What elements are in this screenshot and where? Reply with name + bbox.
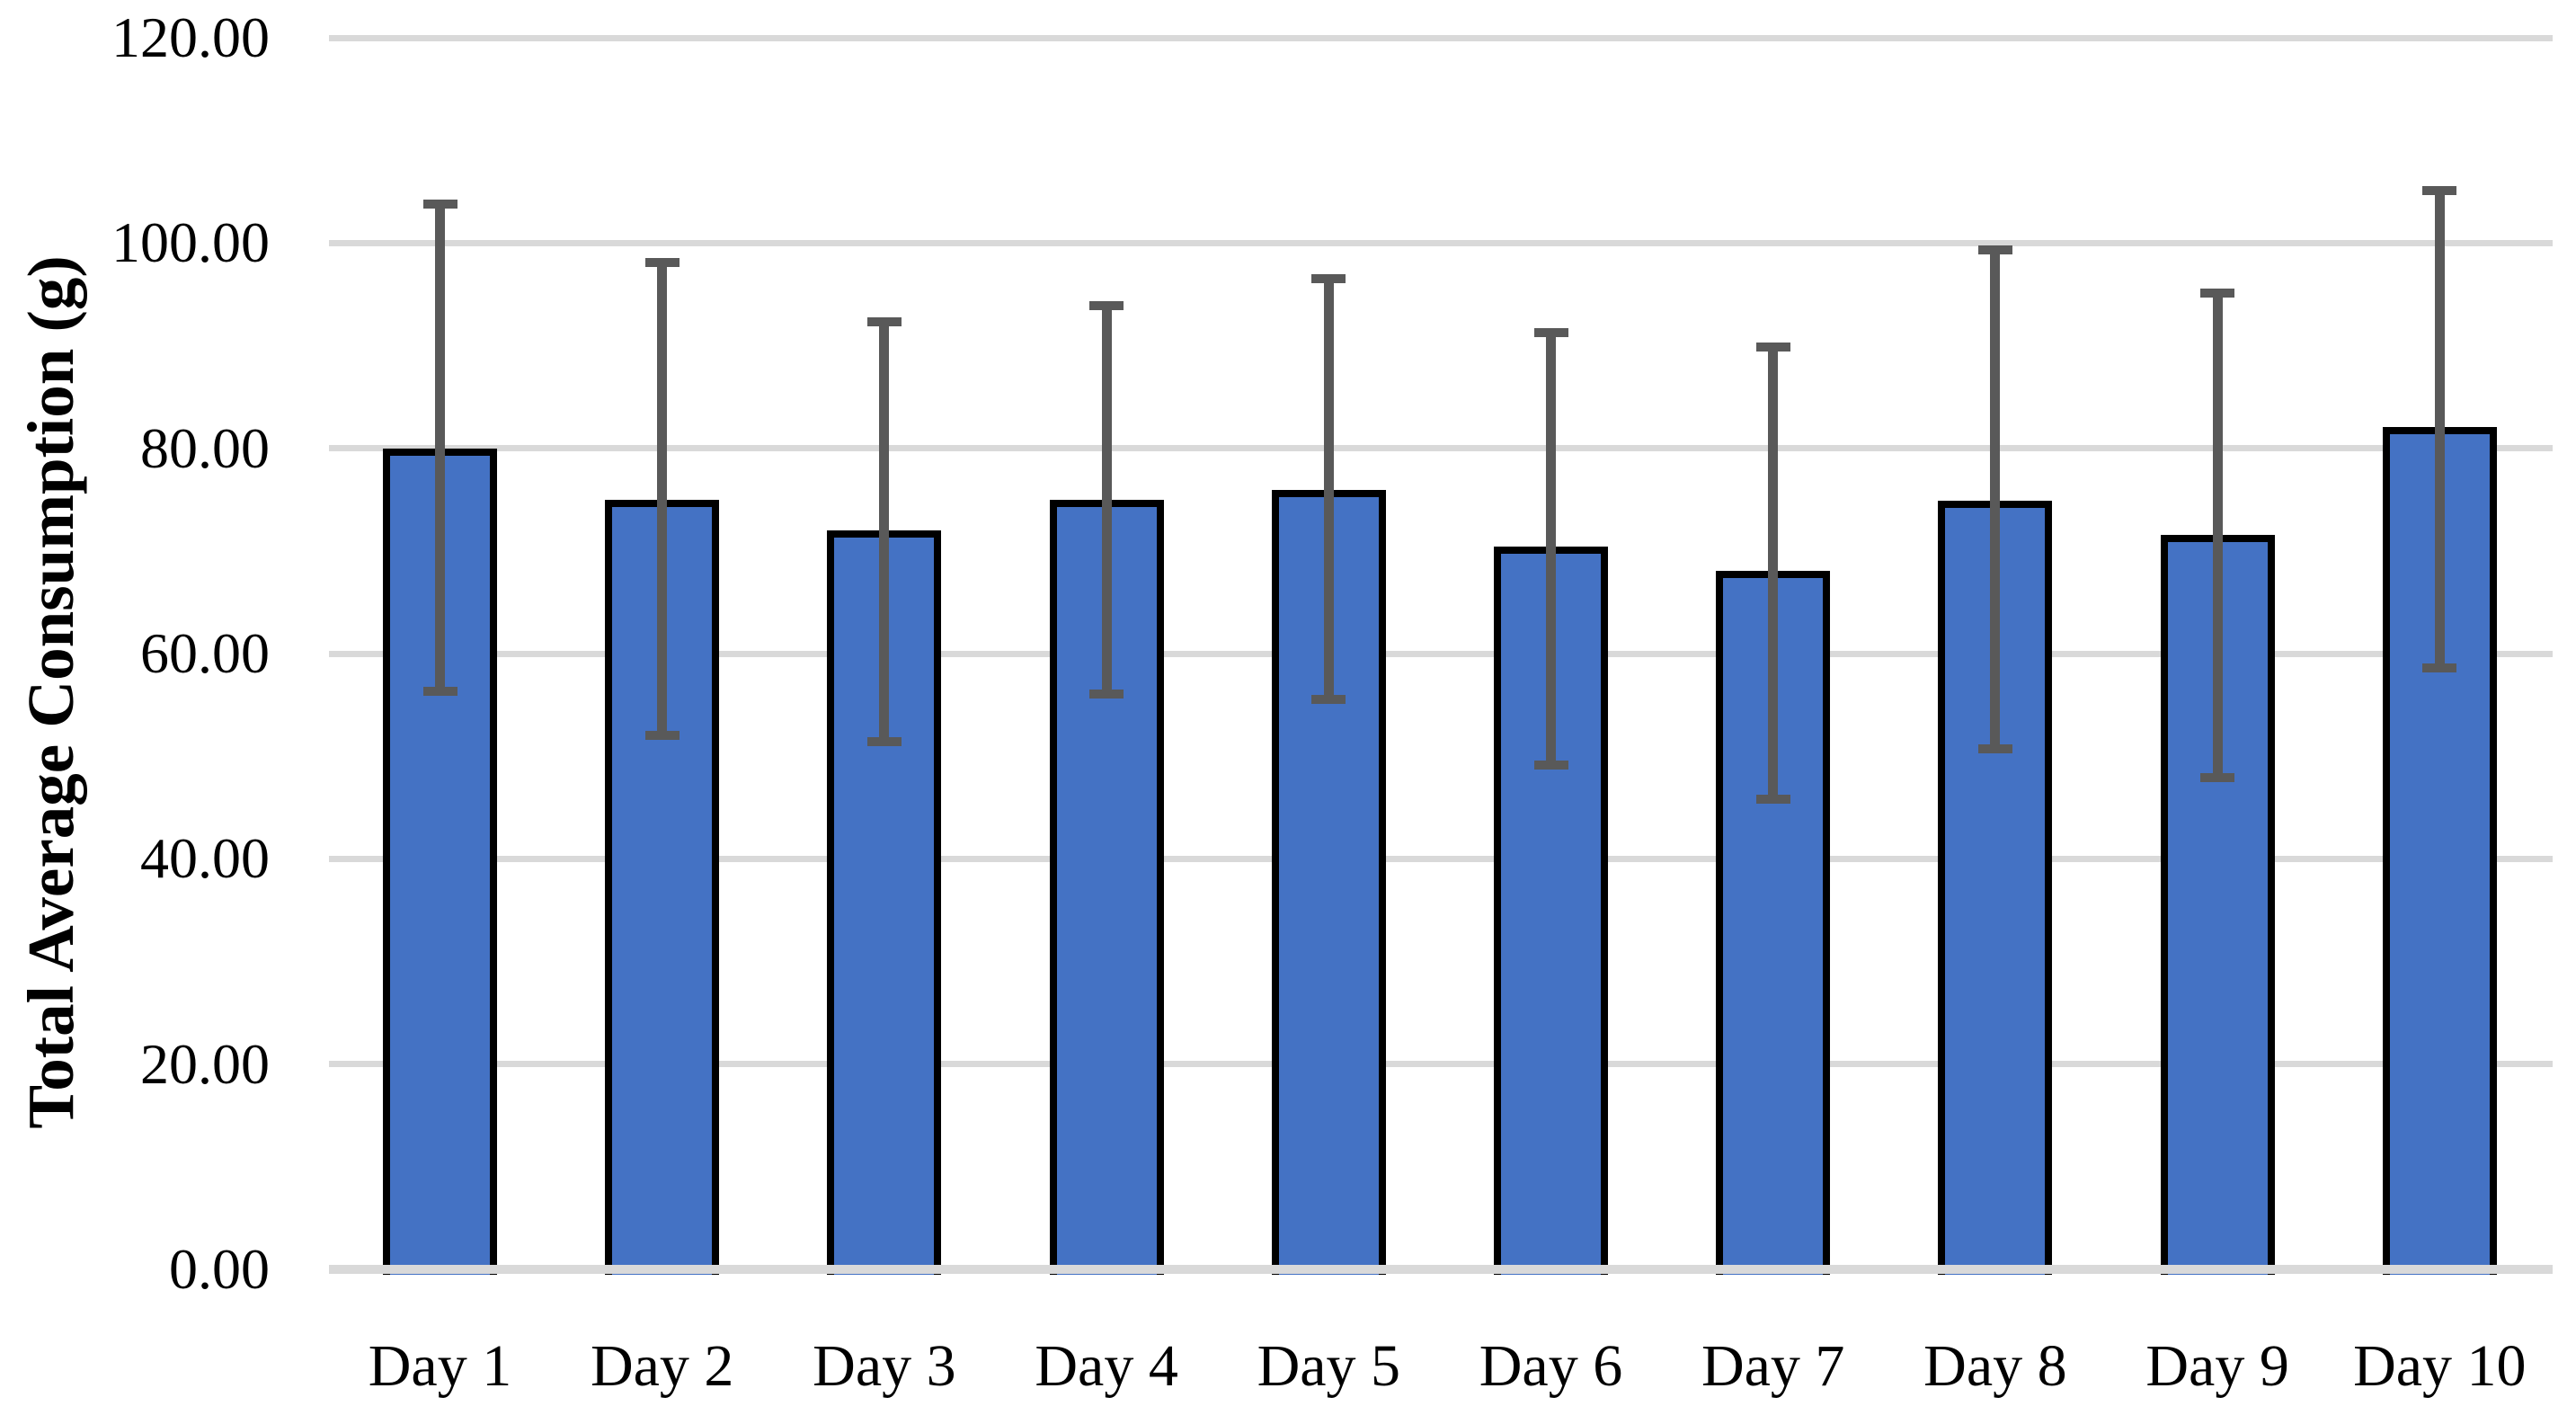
error-bar-top-cap <box>866 317 902 327</box>
error-bar-line <box>1101 305 1112 694</box>
y-tick-label: 60.00 <box>140 621 270 685</box>
y-tick-label: 120.00 <box>111 5 270 69</box>
gridline <box>329 34 2553 41</box>
error-bar-top-cap <box>1977 245 2012 255</box>
error-bar-bottom-cap <box>2200 773 2235 783</box>
error-bar-line <box>435 203 445 692</box>
bar <box>2160 534 2275 1275</box>
x-category-label: Day 9 <box>2145 1333 2289 1399</box>
error-bar-line <box>1323 279 1334 700</box>
bar <box>1938 500 2053 1275</box>
error-bar-top-cap <box>2422 186 2457 196</box>
error-bar-top-cap <box>1089 300 1124 310</box>
error-bar-top-cap <box>422 199 457 209</box>
x-category-label: Day 2 <box>590 1333 734 1399</box>
error-bar-top-cap <box>1533 327 1568 337</box>
y-tick-label: 80.00 <box>140 415 270 480</box>
gridline <box>329 1061 2553 1068</box>
x-category-label: Day 5 <box>1257 1333 1401 1399</box>
x-category-label: Day 4 <box>1035 1333 1178 1399</box>
error-bar-bottom-cap <box>644 731 680 741</box>
error-bar-bottom-cap <box>1311 695 1346 705</box>
error-bar-line <box>657 263 668 736</box>
y-tick-label: 20.00 <box>140 1031 270 1096</box>
bar <box>827 530 942 1275</box>
error-bar-bottom-cap <box>422 687 457 697</box>
error-bar-line <box>1990 250 2001 750</box>
x-category-label: Day 3 <box>813 1333 956 1399</box>
error-bar-line <box>1768 346 1779 800</box>
y-tick-label: 0.00 <box>169 1237 270 1301</box>
error-bar-bottom-cap <box>1977 744 2012 754</box>
error-bar-line <box>2212 293 2223 779</box>
gridline <box>329 239 2553 246</box>
gridline <box>329 650 2553 657</box>
error-bar-line <box>879 322 890 743</box>
error-bar-line <box>1546 332 1556 766</box>
y-axis-title: Total Average Consumption (g) <box>14 255 87 1129</box>
x-category-label: Day 7 <box>1701 1333 1845 1399</box>
y-tick-label: 100.00 <box>111 210 270 275</box>
error-bar-top-cap <box>1311 274 1346 284</box>
error-bar-line <box>2434 191 2445 668</box>
error-bar-bottom-cap <box>1533 761 1568 770</box>
error-bar-top-cap <box>1755 342 1790 352</box>
y-tick-label: 40.00 <box>140 826 270 891</box>
x-category-label: Day 6 <box>1479 1333 1623 1399</box>
x-category-label: Day 1 <box>368 1333 512 1399</box>
x-category-label: Day 8 <box>1923 1333 2067 1399</box>
x-axis-line <box>329 1265 2553 1274</box>
error-bar-bottom-cap <box>1089 689 1124 699</box>
error-bar-top-cap <box>2200 289 2235 298</box>
gridline <box>329 445 2553 452</box>
error-bar-bottom-cap <box>866 737 902 747</box>
error-bar-bottom-cap <box>1755 795 1790 805</box>
error-bar-bottom-cap <box>2422 663 2457 672</box>
x-category-label: Day 10 <box>2353 1333 2527 1399</box>
error-bar-top-cap <box>644 258 680 268</box>
gridline <box>329 855 2553 862</box>
